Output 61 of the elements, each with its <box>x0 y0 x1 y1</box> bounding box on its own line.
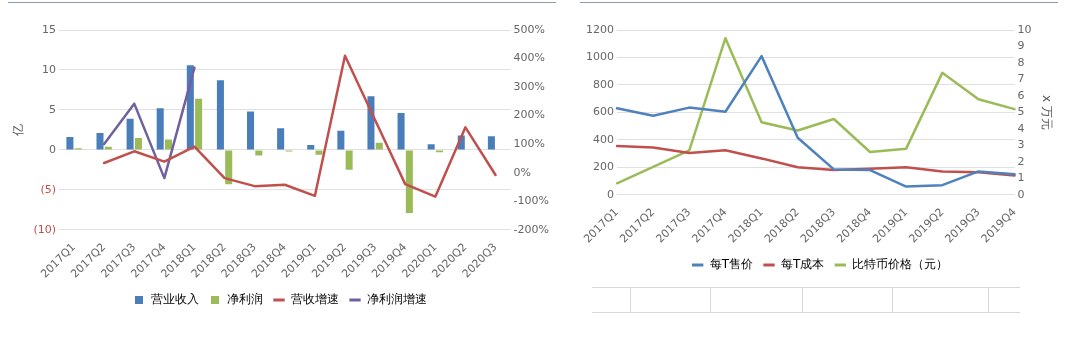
bar <box>66 137 74 150</box>
y2-tick-label: 3 <box>1017 138 1025 152</box>
y2-tick-label: 100% <box>513 137 546 151</box>
y2-tick-label: 7 <box>1017 72 1025 86</box>
bar <box>427 144 435 150</box>
y2-tick-label: 0 <box>1017 187 1025 201</box>
y2-tick-label: 200% <box>513 108 546 122</box>
legend-label: 营收增速 <box>291 292 339 307</box>
y2-tick-label: -100% <box>513 194 549 208</box>
y-tick-label: (10) <box>33 222 56 236</box>
y2-tick-label: 1 <box>1017 171 1025 185</box>
y2-tick-label: 10 <box>1017 22 1032 36</box>
bar <box>247 111 255 150</box>
legend-label: 净利润增速 <box>367 292 427 307</box>
y-tick-label: 200 <box>592 160 614 174</box>
bar <box>96 133 104 150</box>
y-tick-label: 400 <box>592 132 614 146</box>
y2-tick-label: 4 <box>1017 121 1025 135</box>
bar <box>277 128 285 150</box>
bar <box>156 108 164 150</box>
bar <box>397 113 405 150</box>
bar <box>337 130 345 150</box>
bar <box>216 80 224 150</box>
y2-tick-label: 500% <box>513 22 546 36</box>
y2-tick-label: -200% <box>513 222 549 236</box>
y2-tick-label: 2 <box>1017 154 1025 168</box>
bar <box>134 137 142 150</box>
y-tick-label: 600 <box>592 105 614 119</box>
y2-axis-title: x 万元 <box>1039 94 1054 130</box>
bar <box>307 145 315 150</box>
bar <box>315 150 323 155</box>
y-tick-label: 800 <box>592 77 614 91</box>
y2-tick-label: 0% <box>513 165 532 179</box>
legend-label: 营业收入 <box>151 292 199 307</box>
legend-label: 比特币价格（元） <box>852 257 949 272</box>
legend-label: 净利润 <box>227 292 263 307</box>
y2-tick-label: 9 <box>1017 39 1025 53</box>
y-tick-label: 1000 <box>585 50 614 64</box>
y-tick-label: 10 <box>41 62 56 76</box>
bar <box>255 150 263 156</box>
bar <box>487 136 495 150</box>
y-tick-label: 0 <box>606 187 614 201</box>
y-tick-label: (5) <box>40 182 56 196</box>
y2-tick-label: 8 <box>1017 55 1025 69</box>
y2-tick-label: 300% <box>513 79 546 93</box>
bar <box>195 98 203 150</box>
y2-tick-label: 400% <box>513 51 546 65</box>
bar <box>225 150 233 185</box>
y2-tick-label: 5 <box>1017 105 1025 119</box>
bar <box>345 150 353 170</box>
y2-tick-label: 6 <box>1017 88 1025 102</box>
bar <box>405 150 413 214</box>
y-axis-title: 亿 <box>11 123 26 137</box>
legend-label: 每T成本 <box>781 257 825 272</box>
y-tick-label: 0 <box>48 142 56 156</box>
bar <box>164 139 173 150</box>
legend-label: 每T售价 <box>709 257 754 272</box>
y-tick-label: 1200 <box>585 22 614 36</box>
y-tick-label: 15 <box>41 22 56 36</box>
bar <box>126 118 134 150</box>
y-tick-label: 5 <box>48 102 56 116</box>
